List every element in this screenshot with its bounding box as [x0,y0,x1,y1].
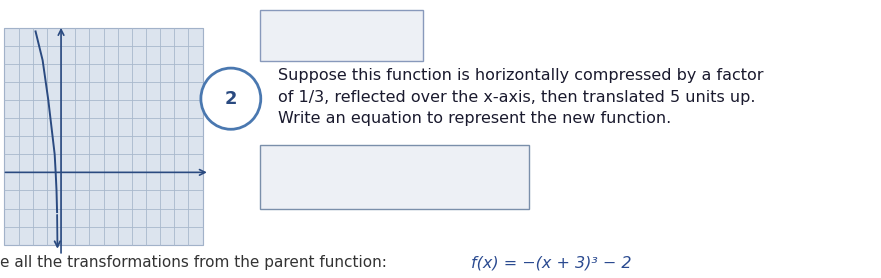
Text: f(x) = −(x + 3)³ − 2: f(x) = −(x + 3)³ − 2 [471,255,632,270]
Text: e all the transformations from the parent function:: e all the transformations from the paren… [0,255,402,270]
Ellipse shape [201,68,261,129]
Text: Suppose this function is horizontally compressed by a factor
of 1/3, reflected o: Suppose this function is horizontally co… [278,68,763,126]
FancyBboxPatch shape [4,28,203,245]
Text: 2: 2 [225,90,237,108]
FancyBboxPatch shape [260,145,529,208]
FancyBboxPatch shape [260,10,423,61]
